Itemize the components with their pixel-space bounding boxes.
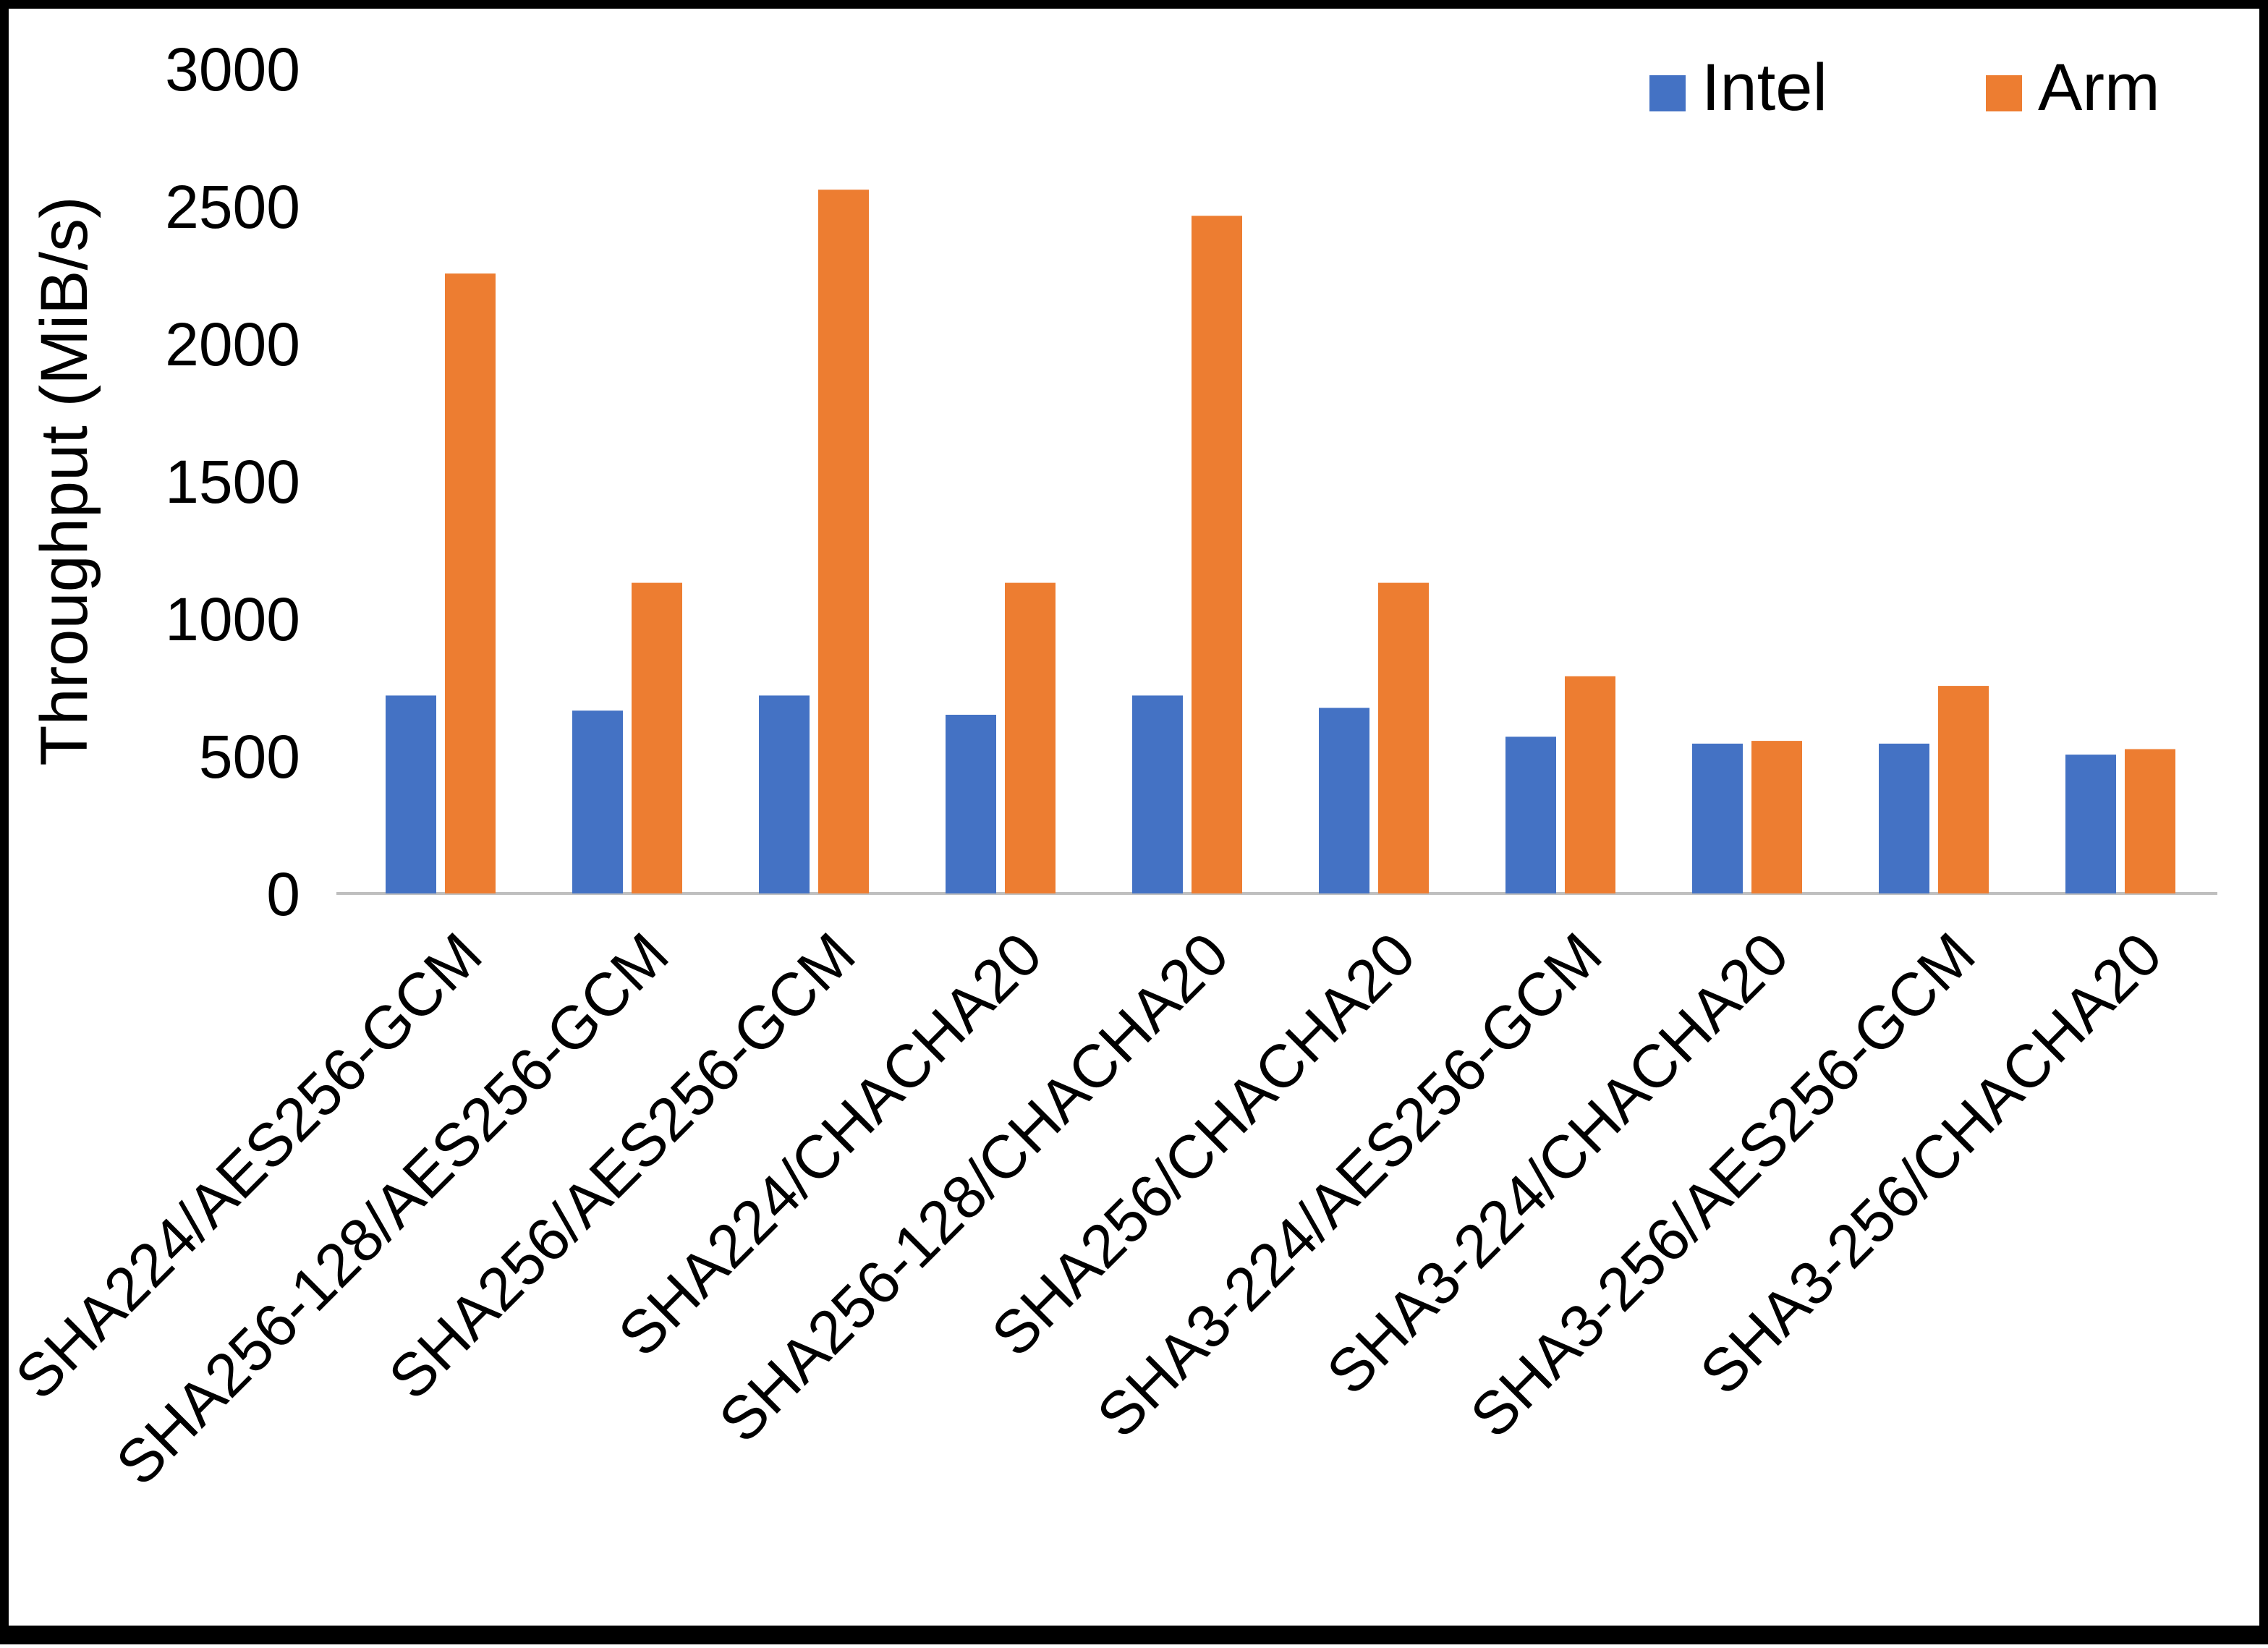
bar-intel-8 [1879, 743, 1929, 893]
bar-intel-4 [1132, 695, 1183, 893]
y-axis-title: Throughput (MiB/s) [27, 196, 101, 765]
bar-arm-5 [1378, 582, 1429, 893]
y-tick-label: 2500 [165, 173, 300, 241]
bar-arm-4 [1192, 216, 1242, 893]
y-tick-label: 1000 [165, 585, 300, 653]
bar-arm-7 [1751, 741, 1802, 893]
y-tick-label: 3000 [165, 35, 300, 103]
y-tick-label: 1500 [165, 448, 300, 516]
bar-intel-5 [1319, 708, 1369, 893]
bar-intel-7 [1692, 743, 1743, 893]
legend-label-arm: Arm [2038, 51, 2160, 124]
legend-entry-intel: Intel [1649, 51, 1827, 124]
legend-swatch-intel [1649, 75, 1686, 111]
bars [386, 190, 2175, 894]
y-tick-label: 0 [266, 860, 300, 928]
bar-intel-3 [946, 715, 996, 893]
bar-arm-6 [1565, 676, 1615, 893]
bar-arm-2 [818, 190, 869, 893]
bar-intel-0 [386, 695, 436, 893]
bar-arm-3 [1005, 582, 1056, 893]
bar-intel-6 [1505, 736, 1556, 893]
bar-arm-0 [445, 273, 496, 894]
y-axis-ticks: 0 500 1000 1500 2000 2500 3000 [165, 35, 300, 928]
y-tick-label: 500 [199, 723, 300, 791]
legend-entry-arm: Arm [1986, 51, 2160, 124]
bar-arm-8 [1938, 686, 1989, 893]
legend: Intel Arm [1649, 51, 2160, 124]
legend-swatch-arm [1986, 75, 2022, 111]
bar-intel-9 [2065, 755, 2116, 893]
legend-label-intel: Intel [1702, 51, 1827, 124]
bar-arm-9 [2125, 749, 2175, 893]
bar-intel-1 [572, 710, 623, 893]
bar-arm-1 [632, 582, 682, 893]
bar-intel-2 [759, 695, 810, 893]
y-tick-label: 2000 [165, 310, 300, 378]
